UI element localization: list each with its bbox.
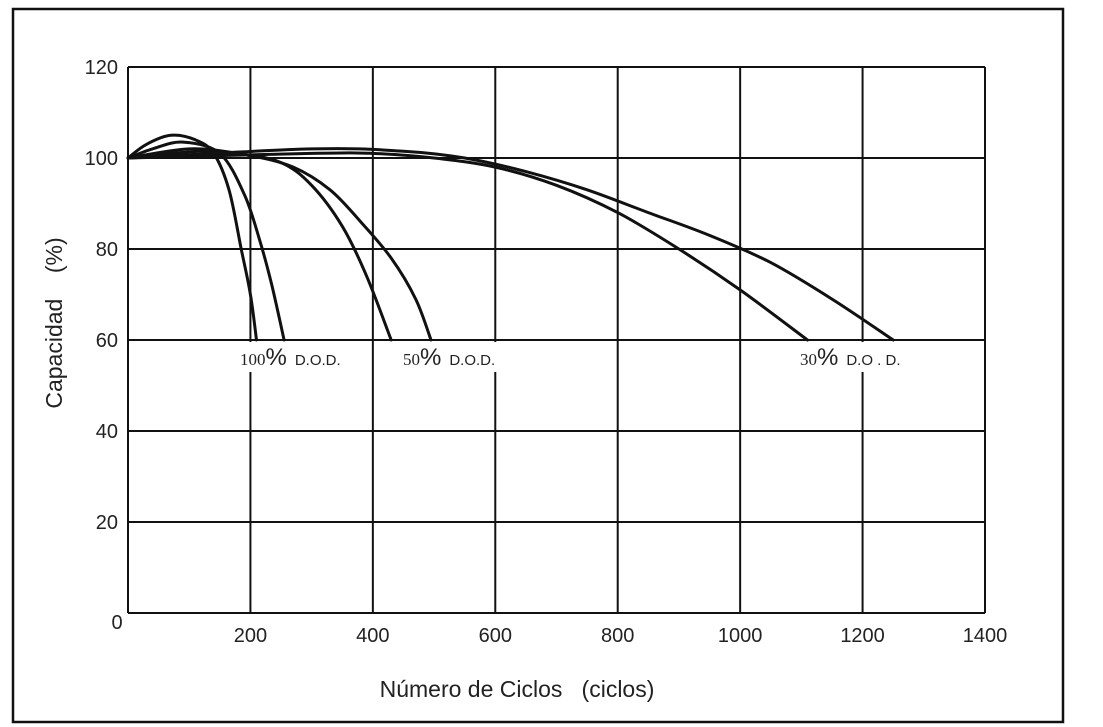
y-tick-label: 80	[96, 239, 118, 261]
tick-labels: 0 20 40 60 80 100 120 200 400 600 800 1000 1200 1400	[85, 57, 1008, 647]
x-tick-label: 200	[234, 625, 267, 647]
series-line-4	[126, 149, 433, 342]
series-line-6	[126, 147, 895, 342]
y-tick-label: 100	[85, 148, 118, 170]
tick-label-origin: 0	[111, 612, 122, 634]
series-group	[126, 133, 895, 342]
annotation-label: 50% D.O.D.	[403, 344, 495, 371]
dod-annotation-30: 30% D.O . D.	[797, 342, 927, 372]
x-tick-label: 600	[479, 625, 512, 647]
chart-frame	[11, 7, 1065, 724]
dod-annotation-100: 100% D.O.D.	[237, 342, 367, 372]
series-line-1	[126, 133, 258, 342]
x-tick-label: 1200	[840, 625, 885, 647]
y-tick-label: 20	[96, 512, 118, 534]
annotation-background	[797, 342, 927, 372]
dod-annotation-50: 50% D.O.D.	[400, 342, 520, 372]
grid	[127, 66, 986, 614]
y-axis-title: Capacidad (%)	[41, 237, 67, 408]
y-tick-label: 40	[96, 421, 118, 443]
annotation-label: 100% D.O.D.	[240, 344, 341, 371]
annotation-background	[237, 342, 367, 372]
x-tick-label: 1400	[963, 625, 1008, 647]
x-tick-label: 400	[356, 625, 389, 647]
x-axis-title: Número de Ciclos (ciclos)	[380, 676, 655, 702]
x-tick-label: 1000	[718, 625, 763, 647]
series-line-3	[126, 147, 393, 342]
annotations: 100% D.O.D. 50% D.O.D. 30% D.O . D.	[237, 342, 927, 372]
series-line-2	[126, 140, 286, 342]
x-tick-label: 800	[601, 625, 634, 647]
series-line-5	[126, 151, 809, 342]
annotation-label: 30% D.O . D.	[800, 344, 901, 371]
y-tick-label: 120	[85, 57, 118, 79]
y-tick-label: 60	[96, 330, 118, 352]
annotation-background	[400, 342, 520, 372]
